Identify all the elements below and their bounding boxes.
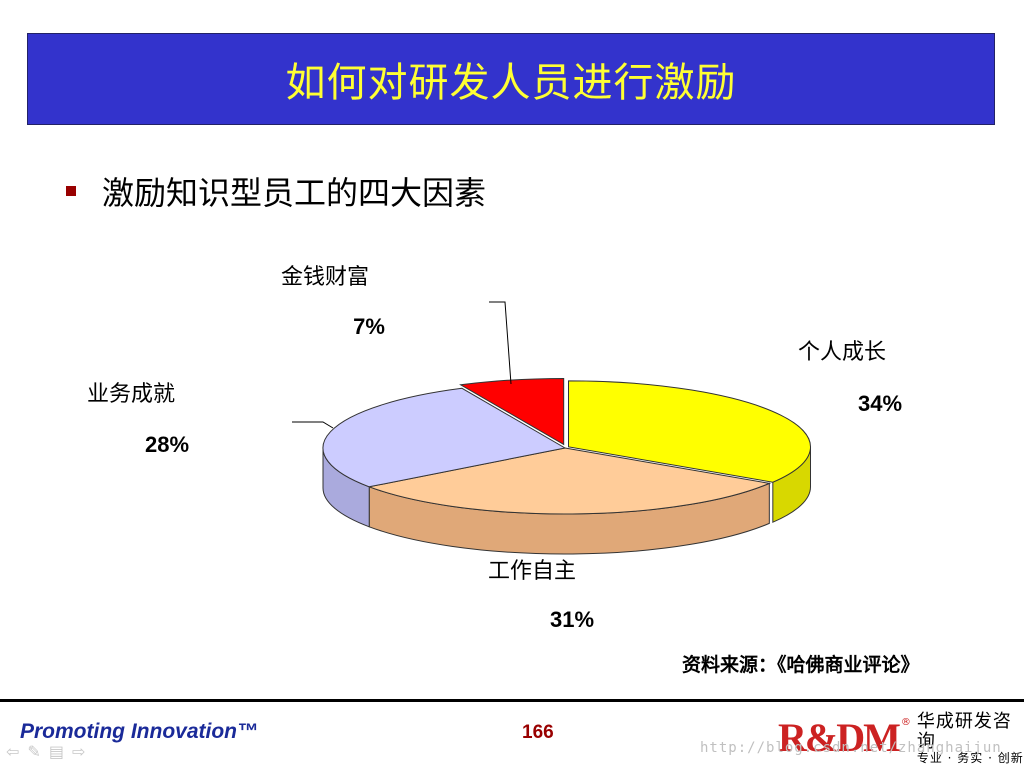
leader-line-money-wealth (489, 301, 512, 385)
bullet-square-icon (66, 186, 76, 196)
slideshow-nav: ⇦ ✎ ▤ ⇨ (6, 742, 85, 761)
logo-mark: R&DM (778, 715, 901, 761)
slice-label-money-wealth: 金钱财富 (281, 265, 369, 290)
pie-labels: 个人成长 34% 工作自主 31% 业务成就 28% 金钱财富 7% (87, 265, 902, 632)
slice-label-personal-growth: 个人成长 (798, 340, 886, 365)
pie-slice-personal-growth (568, 380, 811, 483)
registered-mark: ® (900, 716, 911, 728)
pie-chart: 个人成长 34% 工作自主 31% 业务成就 28% 金钱财富 7% (87, 265, 902, 632)
menu-icon[interactable]: ▤ (48, 742, 64, 761)
bullet-item: 激励知识型员工的四大因素 (66, 168, 486, 214)
company-logo: R&DM ® 华成研发咨询 专业 · 务实 · 创新 (778, 712, 1024, 765)
footer-divider (0, 699, 1024, 702)
forward-arrow-icon[interactable]: ⇨ (71, 742, 86, 761)
slice-value-money-wealth: 7% (353, 314, 385, 339)
slice-label-work-autonomy: 工作自主 (488, 559, 576, 584)
source-note: 资料来源：《哈佛商业评论》 (682, 654, 920, 676)
slice-value-business-achievement: 28% (145, 432, 189, 457)
company-name: 华成研发咨询 (916, 711, 1012, 752)
pie-slice-business-achievement (322, 387, 567, 488)
leader-line-business-achievement (292, 421, 334, 429)
slice-label-business-achievement: 业务成就 (87, 382, 175, 407)
footer-tagline: Promoting Innovation™ (20, 720, 258, 743)
slice-value-work-autonomy: 31% (550, 607, 594, 632)
company-slogan: 专业 · 务实 · 创新 (916, 750, 1024, 765)
page-number: 166 (522, 722, 554, 743)
back-arrow-icon[interactable]: ⇦ (6, 742, 20, 761)
pie-leaders (292, 301, 512, 429)
watermark: http://blog.csdn.net/zhanghaijun (700, 740, 1002, 756)
title-bar: 如何对研发人员进行激励 (27, 33, 995, 125)
bullet-text: 激励知识型员工的四大因素 (102, 174, 487, 212)
slice-value-personal-growth: 34% (858, 391, 902, 416)
pie-slice-work-autonomy (367, 447, 772, 515)
logo-text: 华成研发咨询 专业 · 务实 · 创新 (917, 712, 1024, 765)
pie-tops (322, 377, 811, 515)
pen-icon[interactable]: ✎ (27, 742, 41, 761)
slide-title: 如何对研发人员进行激励 (285, 60, 737, 106)
